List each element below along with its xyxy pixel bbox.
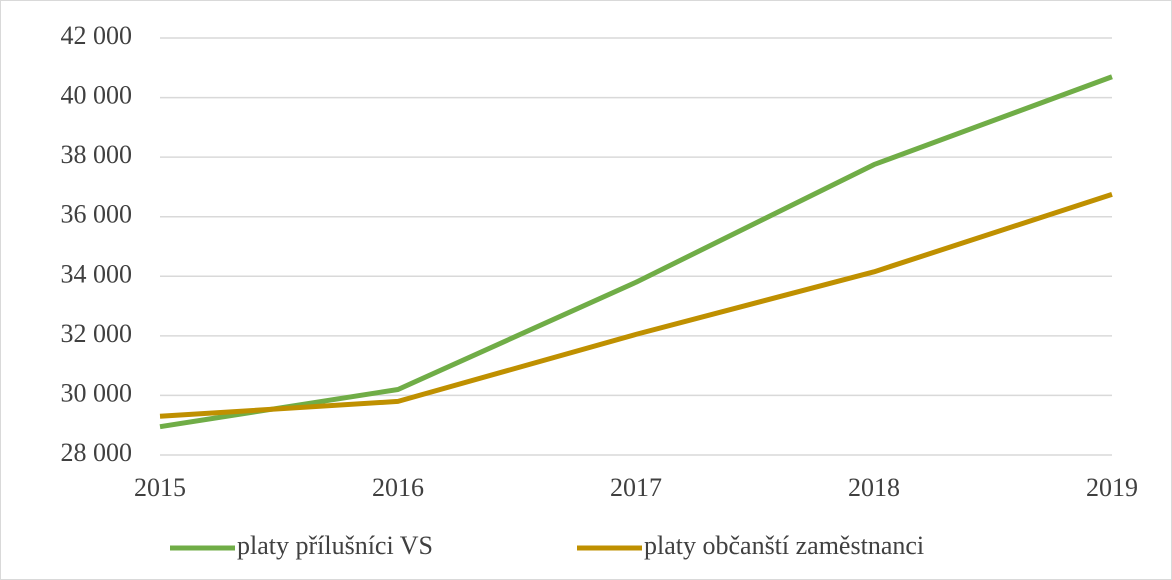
series-line: [159, 191, 1113, 419]
x-tick-label: 2017: [610, 473, 662, 502]
legend-label: platy přílušníci VS: [237, 531, 433, 560]
y-tick-label: 32 000: [61, 319, 133, 348]
x-tick-label: 2016: [372, 473, 424, 502]
x-tick-label: 2018: [848, 473, 900, 502]
x-tick-label: 2019: [1086, 473, 1138, 502]
y-tick-label: 30 000: [61, 378, 133, 407]
y-tick-label: 40 000: [61, 81, 133, 110]
y-tick-label: 36 000: [61, 200, 133, 229]
series-line: [159, 74, 1113, 430]
y-tick-label: 28 000: [61, 438, 133, 467]
y-tick-label: 38 000: [61, 140, 133, 169]
y-tick-label: 42 000: [61, 21, 133, 50]
x-tick-label: 2015: [134, 473, 186, 502]
legend-label: platy občanští zaměstnanci: [644, 531, 924, 560]
y-tick-label: 34 000: [61, 259, 133, 288]
